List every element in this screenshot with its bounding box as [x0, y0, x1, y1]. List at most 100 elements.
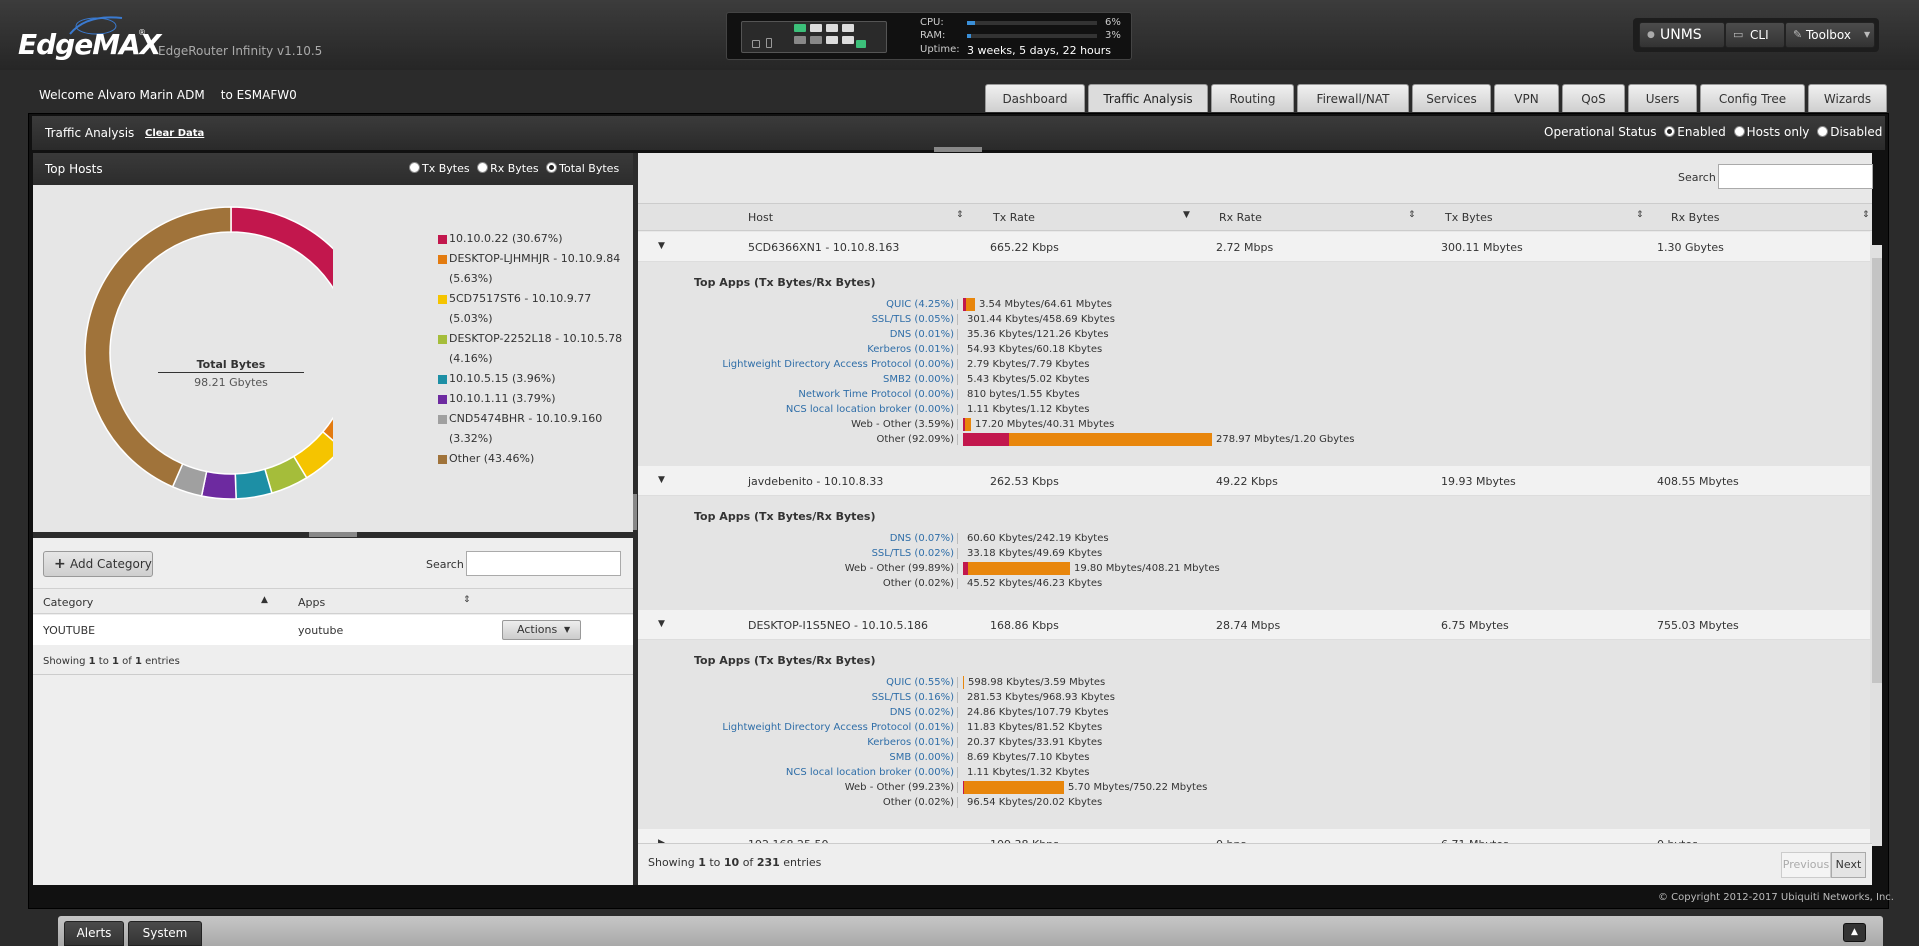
app-name[interactable]: Lightweight Directory Access Protocol (0…: [722, 722, 954, 733]
app-name[interactable]: SSL/TLS (0.16%): [871, 692, 954, 703]
tab-traffic-analysis[interactable]: Traffic Analysis: [1088, 84, 1208, 112]
app-name[interactable]: QUIC (0.55%): [886, 677, 954, 688]
host-tx-bytes-cell: 19.93 Mbytes: [1441, 475, 1516, 488]
app-name[interactable]: QUIC (4.25%): [886, 299, 954, 310]
splitter-grip[interactable]: [309, 532, 357, 537]
enabled-radio[interactable]: [1664, 126, 1676, 137]
total-bytes-radio[interactable]: [546, 162, 558, 173]
donut-slice[interactable]: [84, 206, 232, 488]
legend-item[interactable]: 10.10.1.11 (3.79%): [436, 389, 636, 409]
app-name[interactable]: Network Time Protocol (0.00%): [798, 389, 954, 400]
tab-vpn[interactable]: VPN: [1494, 84, 1559, 112]
col-rx-bytes[interactable]: Rx Bytes: [1671, 211, 1720, 224]
rx-bar: [968, 562, 1070, 575]
app-name[interactable]: SSL/TLS (0.02%): [871, 548, 954, 559]
app-name: Other (0.02%): [882, 797, 954, 808]
info-total: 231: [756, 856, 780, 869]
host-row[interactable]: ▼ 5CD6366XN1 - 10.10.8.163 665.22 Kbps 2.72…: [638, 232, 1870, 262]
alerts-tab[interactable]: Alerts: [64, 921, 124, 946]
actions-button[interactable]: Actions ▼: [502, 620, 581, 640]
splitter-grip[interactable]: [633, 494, 637, 530]
legend-item[interactable]: 10.10.0.22 (30.67%): [436, 229, 636, 249]
legend-swatch: [438, 255, 447, 264]
col-tx-bytes[interactable]: Tx Bytes: [1445, 211, 1493, 224]
tab-dashboard[interactable]: Dashboard: [985, 84, 1085, 112]
legend-item[interactable]: DESKTOP-LJHMHJR - 10.10.9.84 (5.63%): [436, 249, 636, 289]
app-name[interactable]: SMB2 (0.00%): [883, 374, 954, 385]
system-tab[interactable]: System: [128, 921, 202, 946]
tab-firewall-nat[interactable]: Firewall/NAT: [1297, 84, 1409, 112]
legend-item[interactable]: CND5474BHR - 10.10.9.160 (3.32%): [436, 409, 636, 449]
rx-bar: [965, 418, 971, 431]
tab-users[interactable]: Users: [1628, 84, 1697, 112]
sort-icon[interactable]: ⇕: [1862, 210, 1870, 220]
tab-routing[interactable]: Routing: [1211, 84, 1294, 112]
legend-item[interactable]: 5CD7517ST6 - 10.10.9.77 (5.03%): [436, 289, 636, 329]
app-name[interactable]: Kerberos (0.01%): [867, 344, 954, 355]
legend-item[interactable]: 10.10.5.15 (3.96%): [436, 369, 636, 389]
tx-bar: [963, 298, 966, 311]
col-category[interactable]: Category: [43, 596, 94, 609]
clear-data-link[interactable]: Clear Data: [145, 128, 205, 139]
expand-open-icon[interactable]: ▼: [658, 241, 665, 251]
sort-icon[interactable]: ⇕: [463, 595, 471, 605]
category-search-input[interactable]: [466, 551, 621, 576]
cpu-bar: [967, 21, 1097, 25]
donut-slice[interactable]: [234, 468, 273, 500]
hosts-only-radio[interactable]: [1733, 126, 1745, 137]
port-indicator: [856, 40, 866, 48]
rx-bytes-radio[interactable]: [477, 162, 489, 173]
col-tx-rate[interactable]: Tx Rate: [993, 211, 1035, 224]
host-row[interactable]: ▼ DESKTOP-I1S5NEO - 10.10.5.186 168.86 Kbp…: [638, 610, 1870, 640]
unms-button[interactable]: ● UNMS: [1639, 22, 1725, 48]
next-button[interactable]: Next: [1831, 852, 1866, 878]
cli-button[interactable]: ▭ CLI: [1725, 22, 1785, 48]
legend-label: Other (43.46%): [449, 452, 535, 465]
app-name[interactable]: Lightweight Directory Access Protocol (0…: [722, 359, 954, 370]
add-category-label: Add Category: [70, 557, 152, 571]
app-name[interactable]: NCS local location broker (0.00%): [785, 767, 954, 778]
expand-open-icon[interactable]: ▼: [658, 475, 665, 485]
sort-icon[interactable]: ⇕: [1636, 210, 1644, 220]
app-name[interactable]: DNS (0.01%): [889, 329, 954, 340]
chevron-up-icon[interactable]: ▲: [1843, 923, 1866, 942]
ram-value: 3%: [1105, 30, 1121, 41]
tx-bytes-radio[interactable]: [409, 162, 420, 173]
donut-slice[interactable]: [230, 206, 333, 404]
splitter-grip[interactable]: [934, 147, 982, 152]
tab-qos[interactable]: QoS: [1562, 84, 1625, 112]
hosts-scrollbar-thumb[interactable]: [1872, 258, 1882, 683]
app-name[interactable]: SMB (0.00%): [889, 752, 954, 763]
tab-services[interactable]: Services: [1412, 84, 1491, 112]
app-name[interactable]: DNS (0.02%): [889, 707, 954, 718]
total-bytes-label: Total Bytes: [559, 162, 620, 175]
tx-bar: [963, 418, 965, 431]
add-category-button[interactable]: + Add Category: [43, 551, 153, 577]
app-name[interactable]: SSL/TLS (0.05%): [871, 314, 954, 325]
tab-config-tree[interactable]: Config Tree: [1700, 84, 1805, 112]
sort-desc-icon[interactable]: ▼: [1183, 210, 1190, 220]
legend-item[interactable]: Other (43.46%): [436, 449, 636, 469]
tab-wizards[interactable]: Wizards: [1808, 84, 1887, 112]
info-start: 1: [88, 656, 96, 667]
donut-slice[interactable]: [200, 470, 237, 500]
expand-open-icon[interactable]: ▼: [658, 619, 665, 629]
col-apps[interactable]: Apps: [298, 596, 326, 609]
hosts-search-input[interactable]: [1718, 164, 1873, 189]
sort-asc-icon[interactable]: ▲: [261, 595, 268, 605]
sort-icon[interactable]: ⇕: [1408, 210, 1416, 220]
tx-bytes-label: Tx Bytes: [422, 162, 470, 175]
toolbox-button[interactable]: ✎ Toolbox ▼: [1785, 22, 1875, 48]
legend-item[interactable]: DESKTOP-2252L18 - 10.10.5.78 (4.16%): [436, 329, 636, 369]
previous-button[interactable]: Previous: [1781, 852, 1831, 878]
col-host[interactable]: Host: [748, 211, 774, 224]
app-name[interactable]: DNS (0.07%): [889, 533, 954, 544]
app-row: Web - Other (99.23%) 5.70 Mbytes/750.22 M…: [638, 781, 1838, 794]
host-row[interactable]: ▼ javdebenito - 10.10.8.33 262.53 Kbps 49.2…: [638, 466, 1870, 496]
col-rx-rate[interactable]: Rx Rate: [1219, 211, 1262, 224]
edgemax-logo[interactable]: EdgeMAX ®: [18, 14, 161, 61]
disabled-radio[interactable]: [1817, 126, 1829, 137]
app-name[interactable]: Kerberos (0.01%): [867, 737, 954, 748]
app-name[interactable]: NCS local location broker (0.00%): [785, 404, 954, 415]
sort-icon[interactable]: ⇕: [956, 210, 964, 220]
